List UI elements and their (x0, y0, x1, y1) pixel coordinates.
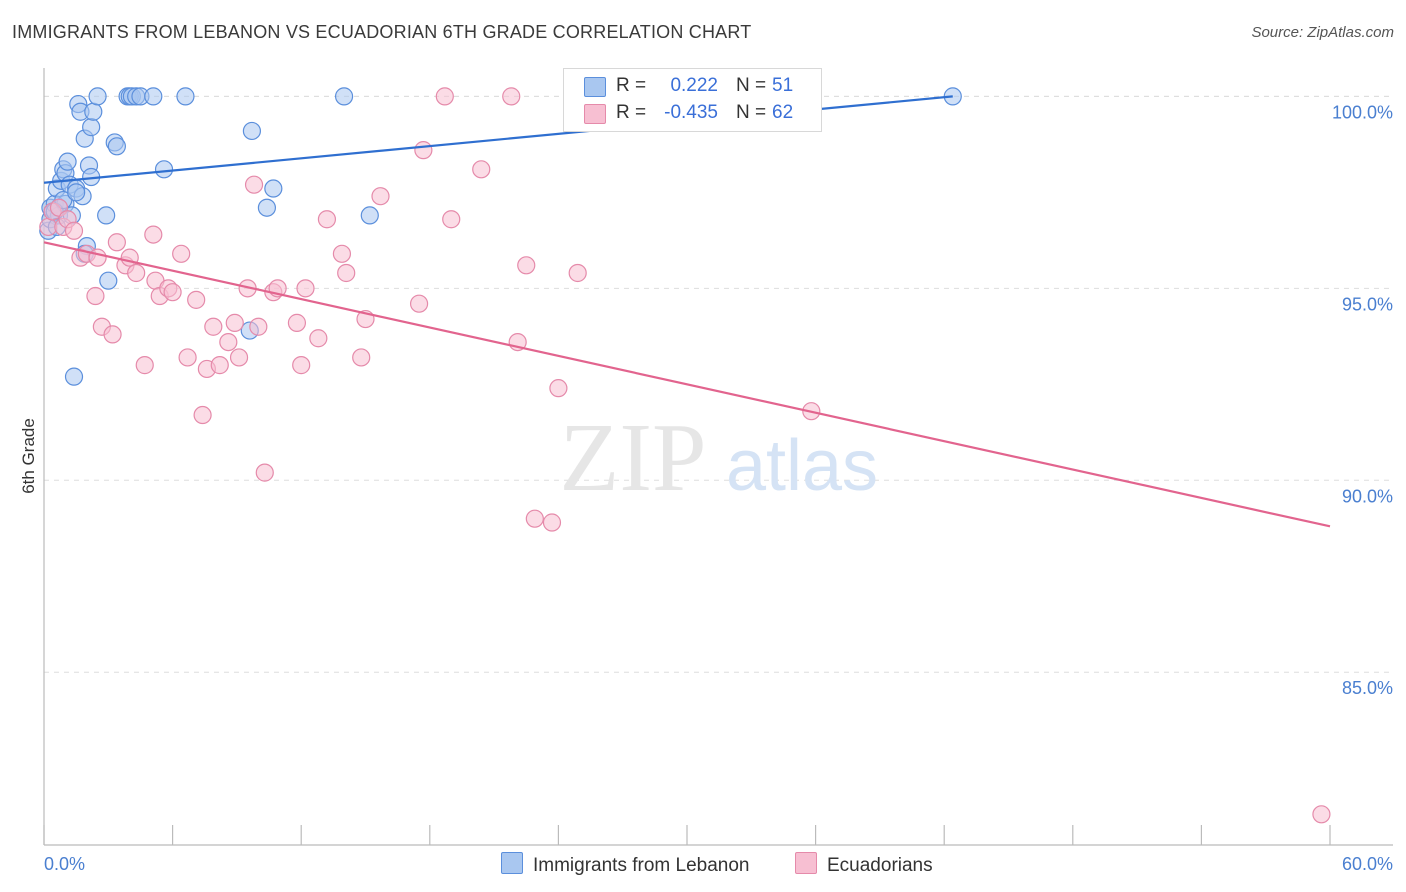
point-ecuadorian (255, 463, 274, 482)
point-ecuadorian (409, 294, 429, 313)
point-ecuadorian (442, 210, 461, 229)
bottom-legend-swatch-ecuadorians (795, 852, 817, 874)
point-lebanon (67, 183, 86, 202)
point-ecuadorian (178, 348, 197, 367)
legend-r-label: R = (616, 102, 647, 123)
bottom-legend-label-ecuadorians: Ecuadorians (827, 855, 933, 876)
bottom-legend-lebanon: Immigrants from Lebanon (501, 852, 750, 877)
point-lebanon (84, 102, 103, 121)
data-points (39, 87, 1331, 824)
legend-n-label: N = (736, 102, 767, 123)
legend-n-label: N = (736, 75, 767, 96)
point-ecuadorian (317, 210, 337, 229)
point-ecuadorian (1312, 805, 1331, 824)
point-lebanon (242, 121, 262, 141)
point-ecuadorian (517, 256, 536, 275)
point-ecuadorian (193, 405, 212, 425)
point-ecuadorian (219, 332, 238, 352)
trend-line-ecuadorians (43, 241, 1331, 528)
point-lebanon (82, 118, 101, 137)
bottom-legend-ecuadorians: Ecuadorians (795, 852, 933, 877)
point-lebanon (176, 87, 195, 106)
point-ecuadorian (414, 141, 433, 160)
y-tick-label: 90.0% (1342, 486, 1393, 506)
legend-n-value-ecuadorians: 62 (772, 102, 794, 123)
point-lebanon (64, 367, 84, 386)
point-ecuadorian (549, 379, 568, 398)
axes (43, 68, 1393, 846)
point-ecuadorian (127, 263, 146, 283)
point-lebanon (360, 206, 379, 225)
bottom-legend-label-lebanon: Immigrants from Lebanon (533, 855, 750, 876)
point-ecuadorian (225, 313, 244, 332)
point-lebanon (99, 271, 118, 290)
y-tick-label: 85.0% (1342, 678, 1393, 698)
legend-r-value-ecuadorians: -0.435 (664, 102, 718, 123)
point-lebanon (144, 87, 163, 106)
legend-n-value-lebanon: 51 (772, 75, 794, 96)
point-ecuadorian (229, 348, 249, 367)
point-ecuadorian (568, 263, 587, 283)
legend-swatch-lebanon (584, 77, 606, 97)
correlation-legend: R = 0.222 N = 51 R = -0.435 N = 62 (563, 68, 822, 132)
point-ecuadorian (86, 286, 105, 306)
point-ecuadorian (435, 87, 454, 106)
point-ecuadorian (187, 290, 206, 309)
source-label: Source: ZipAtlas.com (1251, 24, 1394, 41)
y-tick-label: 95.0% (1342, 294, 1393, 314)
point-ecuadorian (371, 187, 390, 206)
point-ecuadorian (309, 329, 328, 348)
point-lebanon (334, 87, 354, 106)
point-ecuadorian (135, 356, 154, 375)
legend-r-label: R = (616, 75, 647, 96)
point-ecuadorian (244, 175, 264, 194)
point-ecuadorian (144, 225, 163, 244)
point-ecuadorian (210, 356, 229, 375)
y-tick-labels: 85.0% 90.0% 95.0% 100.0% (1332, 102, 1393, 698)
point-lebanon (257, 198, 277, 217)
bottom-legend-swatch-lebanon (501, 852, 523, 874)
point-lebanon (154, 160, 174, 179)
x-tick-label: 60.0% (1342, 854, 1393, 874)
point-lebanon (264, 179, 283, 198)
point-ecuadorian (103, 325, 122, 344)
point-ecuadorian (287, 313, 307, 332)
point-ecuadorian (204, 317, 223, 336)
legend-r-value-lebanon: 0.222 (670, 75, 718, 96)
point-lebanon (107, 137, 126, 156)
point-lebanon (58, 152, 77, 171)
point-ecuadorian (163, 283, 182, 302)
point-ecuadorian (525, 509, 544, 528)
point-ecuadorian (542, 513, 562, 532)
watermark-atlas: atlas (726, 426, 878, 506)
point-ecuadorian (332, 244, 352, 263)
x-tick-label: 0.0% (44, 854, 85, 874)
watermark-zip: ZIP (560, 404, 707, 512)
point-lebanon (97, 206, 116, 225)
x-tick-labels: 0.0% 60.0% (44, 854, 1393, 874)
point-ecuadorian (249, 317, 268, 336)
point-ecuadorian (296, 279, 315, 298)
point-ecuadorian (64, 221, 84, 240)
point-ecuadorian (502, 87, 521, 106)
y-axis-label: 6th Grade (19, 418, 38, 494)
point-ecuadorian (292, 356, 311, 375)
point-ecuadorian (337, 263, 356, 283)
legend-swatch-ecuadorians (584, 104, 606, 124)
point-lebanon (88, 87, 107, 106)
point-ecuadorian (472, 160, 491, 179)
point-ecuadorian (172, 244, 191, 263)
y-tick-label: 100.0% (1332, 102, 1393, 122)
point-ecuadorian (107, 233, 126, 252)
point-ecuadorian (352, 348, 371, 367)
chart-title: IMMIGRANTS FROM LEBANON VS ECUADORIAN 6T… (12, 22, 752, 42)
